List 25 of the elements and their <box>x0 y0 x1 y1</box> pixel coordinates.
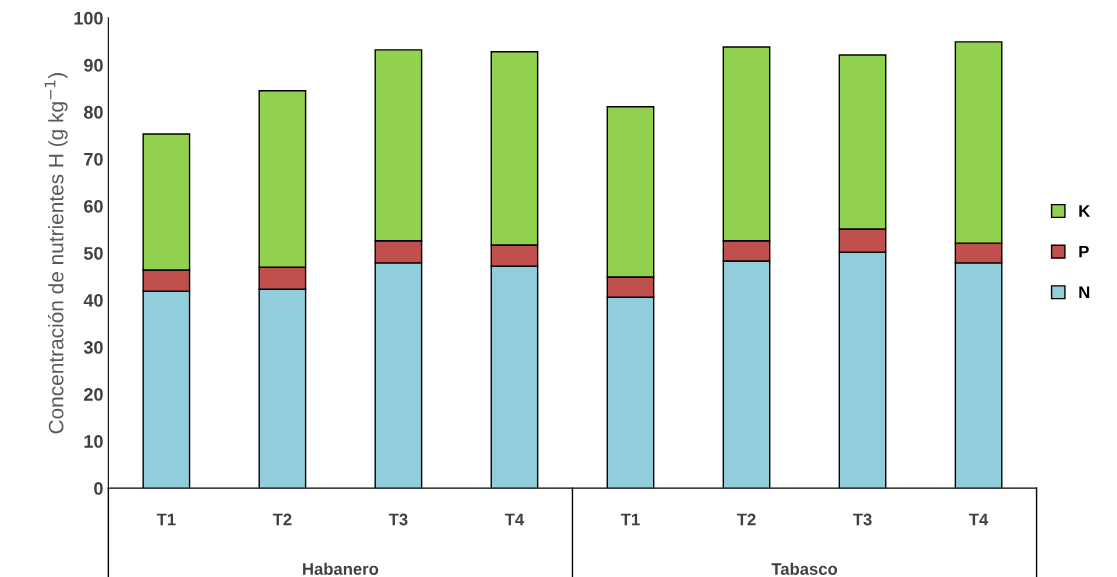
y-tick-label: 70 <box>84 152 103 166</box>
text: Tabasco <box>771 562 838 575</box>
x-tick-label: T4 <box>969 513 989 526</box>
y-tick-label: 30 <box>83 341 103 354</box>
y-tick-label: 10 <box>84 435 103 448</box>
text: Habanero <box>303 562 379 575</box>
y-tick-label: 80 <box>83 105 103 119</box>
y-tick-label: 50 <box>83 246 103 260</box>
legend-label: K <box>1079 205 1091 217</box>
x-tick-label: T4 <box>504 513 525 526</box>
x-tick-label: T3 <box>388 513 408 526</box>
x-tick-label: T2 <box>736 513 756 526</box>
y-tick-label: 100 <box>74 11 103 25</box>
x-tick-label: T3 <box>853 513 872 526</box>
y-tick-label: 0 <box>94 482 103 495</box>
legend-label: P <box>1079 245 1089 258</box>
y-tick-label: 40 <box>83 293 103 307</box>
x-tick-label: T2 <box>272 513 292 526</box>
y-tick-label: 60 <box>84 199 103 213</box>
x-tick-label: T1 <box>156 513 176 526</box>
y-tick-label: 90 <box>84 58 103 72</box>
y-axis-title: Concentración de nutrientes H (g kg$^{−1}$) <box>44 73 68 434</box>
y-tick-label: 20 <box>84 388 103 401</box>
legend-label: N <box>1079 286 1090 298</box>
x-tick-label: T1 <box>620 513 640 526</box>
